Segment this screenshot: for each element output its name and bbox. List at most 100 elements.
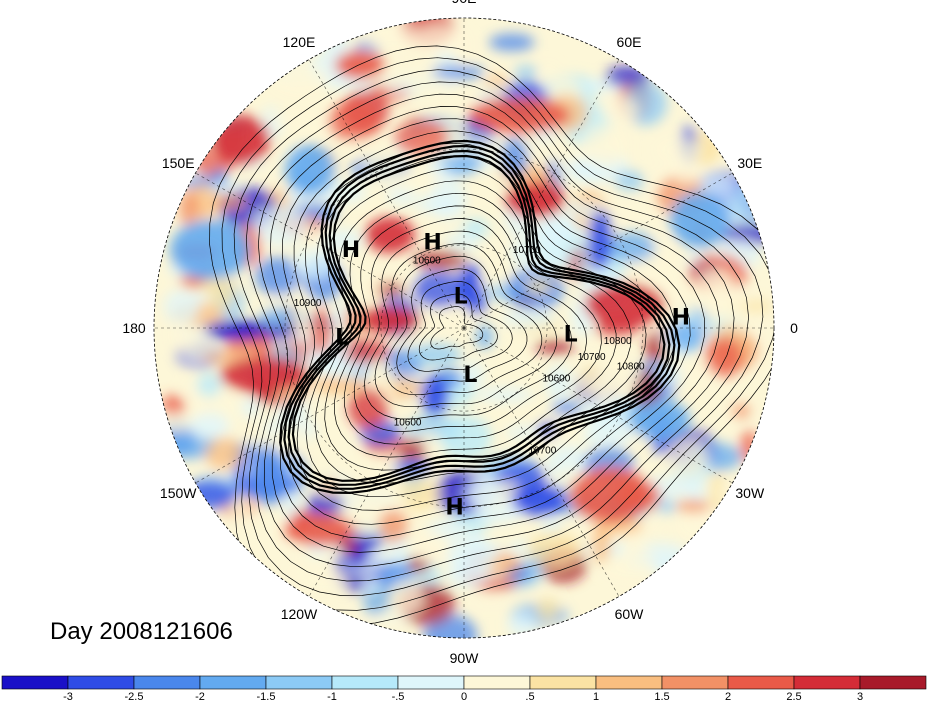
jet-contour — [287, 149, 671, 486]
anomaly-cell — [188, 414, 229, 440]
meridian-line — [195, 172, 465, 329]
height-contour — [418, 293, 498, 361]
colorbar-tick-label: 2.5 — [786, 691, 801, 702]
anomaly-cell — [395, 170, 442, 195]
colorbar-swatch — [595, 675, 663, 690]
anomaly-cell — [602, 557, 657, 580]
anomaly-cell — [205, 437, 244, 471]
anomaly-cell — [362, 577, 381, 596]
low-pressure-marker: L — [335, 326, 349, 351]
anomaly-cell — [413, 250, 466, 270]
anomaly-cell — [674, 509, 729, 542]
meridian-line — [308, 327, 465, 597]
longitude-label: 90W — [450, 650, 480, 666]
parallel-circle — [284, 148, 644, 508]
longitude-label: 60W — [615, 606, 645, 622]
contour-value-label: 10800 — [604, 336, 632, 347]
anomaly-core — [250, 456, 290, 504]
low-pressure-marker: L — [463, 363, 477, 388]
anomaly-cell — [698, 175, 737, 197]
anomaly-cell — [406, 343, 462, 367]
anomaly-core — [335, 51, 385, 79]
anomaly-cell — [412, 270, 468, 308]
anomaly-cell — [510, 540, 528, 556]
high-pressure-marker: H — [672, 306, 690, 331]
anomaly-cell — [476, 592, 505, 606]
jet-contour — [291, 154, 666, 482]
longitude-label: 120E — [283, 34, 316, 50]
anomaly-cell — [600, 96, 639, 125]
anomaly-cell — [394, 119, 449, 155]
anomaly-cell — [717, 483, 736, 500]
height-contour — [296, 142, 676, 511]
height-contour — [385, 255, 543, 396]
height-contour — [364, 230, 573, 420]
anomaly-cell — [207, 272, 237, 310]
height-contour — [430, 306, 484, 350]
height-contour — [270, 106, 720, 553]
height-contour — [279, 118, 705, 539]
graticule — [154, 18, 774, 638]
anomaly-cell — [704, 282, 747, 322]
anomaly-cell — [410, 58, 452, 101]
anomaly-core — [220, 357, 310, 393]
anomaly-cell — [378, 509, 408, 543]
contour-value-label: 10700 — [513, 245, 541, 256]
anomaly-cell — [167, 321, 200, 350]
anomaly-cell — [607, 231, 656, 263]
anomaly-cell — [582, 418, 634, 449]
meridian-line — [463, 327, 620, 597]
anomaly-cell — [438, 415, 492, 460]
colorbar-swatch — [859, 675, 927, 690]
anomaly-cell — [414, 25, 469, 52]
anomaly-cell — [675, 499, 711, 513]
anomaly-cell — [164, 289, 200, 325]
anomaly-cell — [623, 524, 644, 567]
anomaly-core — [470, 97, 570, 133]
anomaly-cell — [274, 423, 310, 454]
longitude-label: 150E — [162, 155, 195, 171]
anomaly-cell — [210, 180, 242, 194]
anomaly-cell — [740, 430, 758, 464]
anomaly-cell — [340, 541, 359, 554]
anomaly-cell — [489, 33, 535, 52]
high-pressure-marker: H — [423, 231, 441, 256]
anomaly-cell — [668, 320, 704, 352]
anomaly-cell — [428, 179, 467, 219]
anomaly-cell — [322, 229, 363, 252]
anomaly-cell — [255, 257, 301, 296]
colorbar-swatch — [265, 675, 333, 690]
colorbar-swatch — [199, 675, 267, 690]
longitude-label: 180 — [122, 320, 146, 336]
longitude-label: 30E — [737, 155, 762, 171]
colorbar-tick-label: -.5 — [392, 691, 405, 702]
height-contour — [245, 81, 749, 582]
colorbar-tick-label: .5 — [525, 691, 534, 702]
anomaly-core — [170, 220, 250, 280]
longitude-label: 60E — [617, 34, 642, 50]
anomaly-cell — [161, 394, 186, 418]
pressure-centers: H H H H L L L L — [335, 231, 690, 521]
anomaly-cell — [551, 400, 584, 416]
colorbar-tick-label: 2 — [725, 691, 731, 702]
anomaly-cell — [507, 611, 537, 638]
anomaly-core — [205, 320, 265, 340]
height-contours — [209, 45, 774, 626]
colorbar-swatch — [397, 675, 465, 690]
jet-contour — [279, 139, 681, 495]
anomaly-cell — [582, 124, 628, 167]
colorbar-tick-label: -1.5 — [257, 691, 276, 702]
colorbar-tick-label: -2 — [195, 691, 205, 702]
colorbar-tick-label: -1 — [327, 691, 337, 702]
anomaly-cell — [241, 397, 260, 418]
anomaly-cell — [292, 291, 310, 335]
anomaly-cell — [506, 426, 539, 439]
anomaly-cell — [252, 205, 309, 246]
anomaly-cell — [267, 110, 309, 124]
height-contour — [209, 45, 774, 626]
anomaly-cell — [671, 155, 700, 185]
colorbar-tick-label: 1.5 — [654, 691, 669, 702]
height-contour — [233, 69, 764, 596]
anomaly-cell — [524, 278, 552, 294]
high-pressure-marker: H — [342, 238, 360, 263]
